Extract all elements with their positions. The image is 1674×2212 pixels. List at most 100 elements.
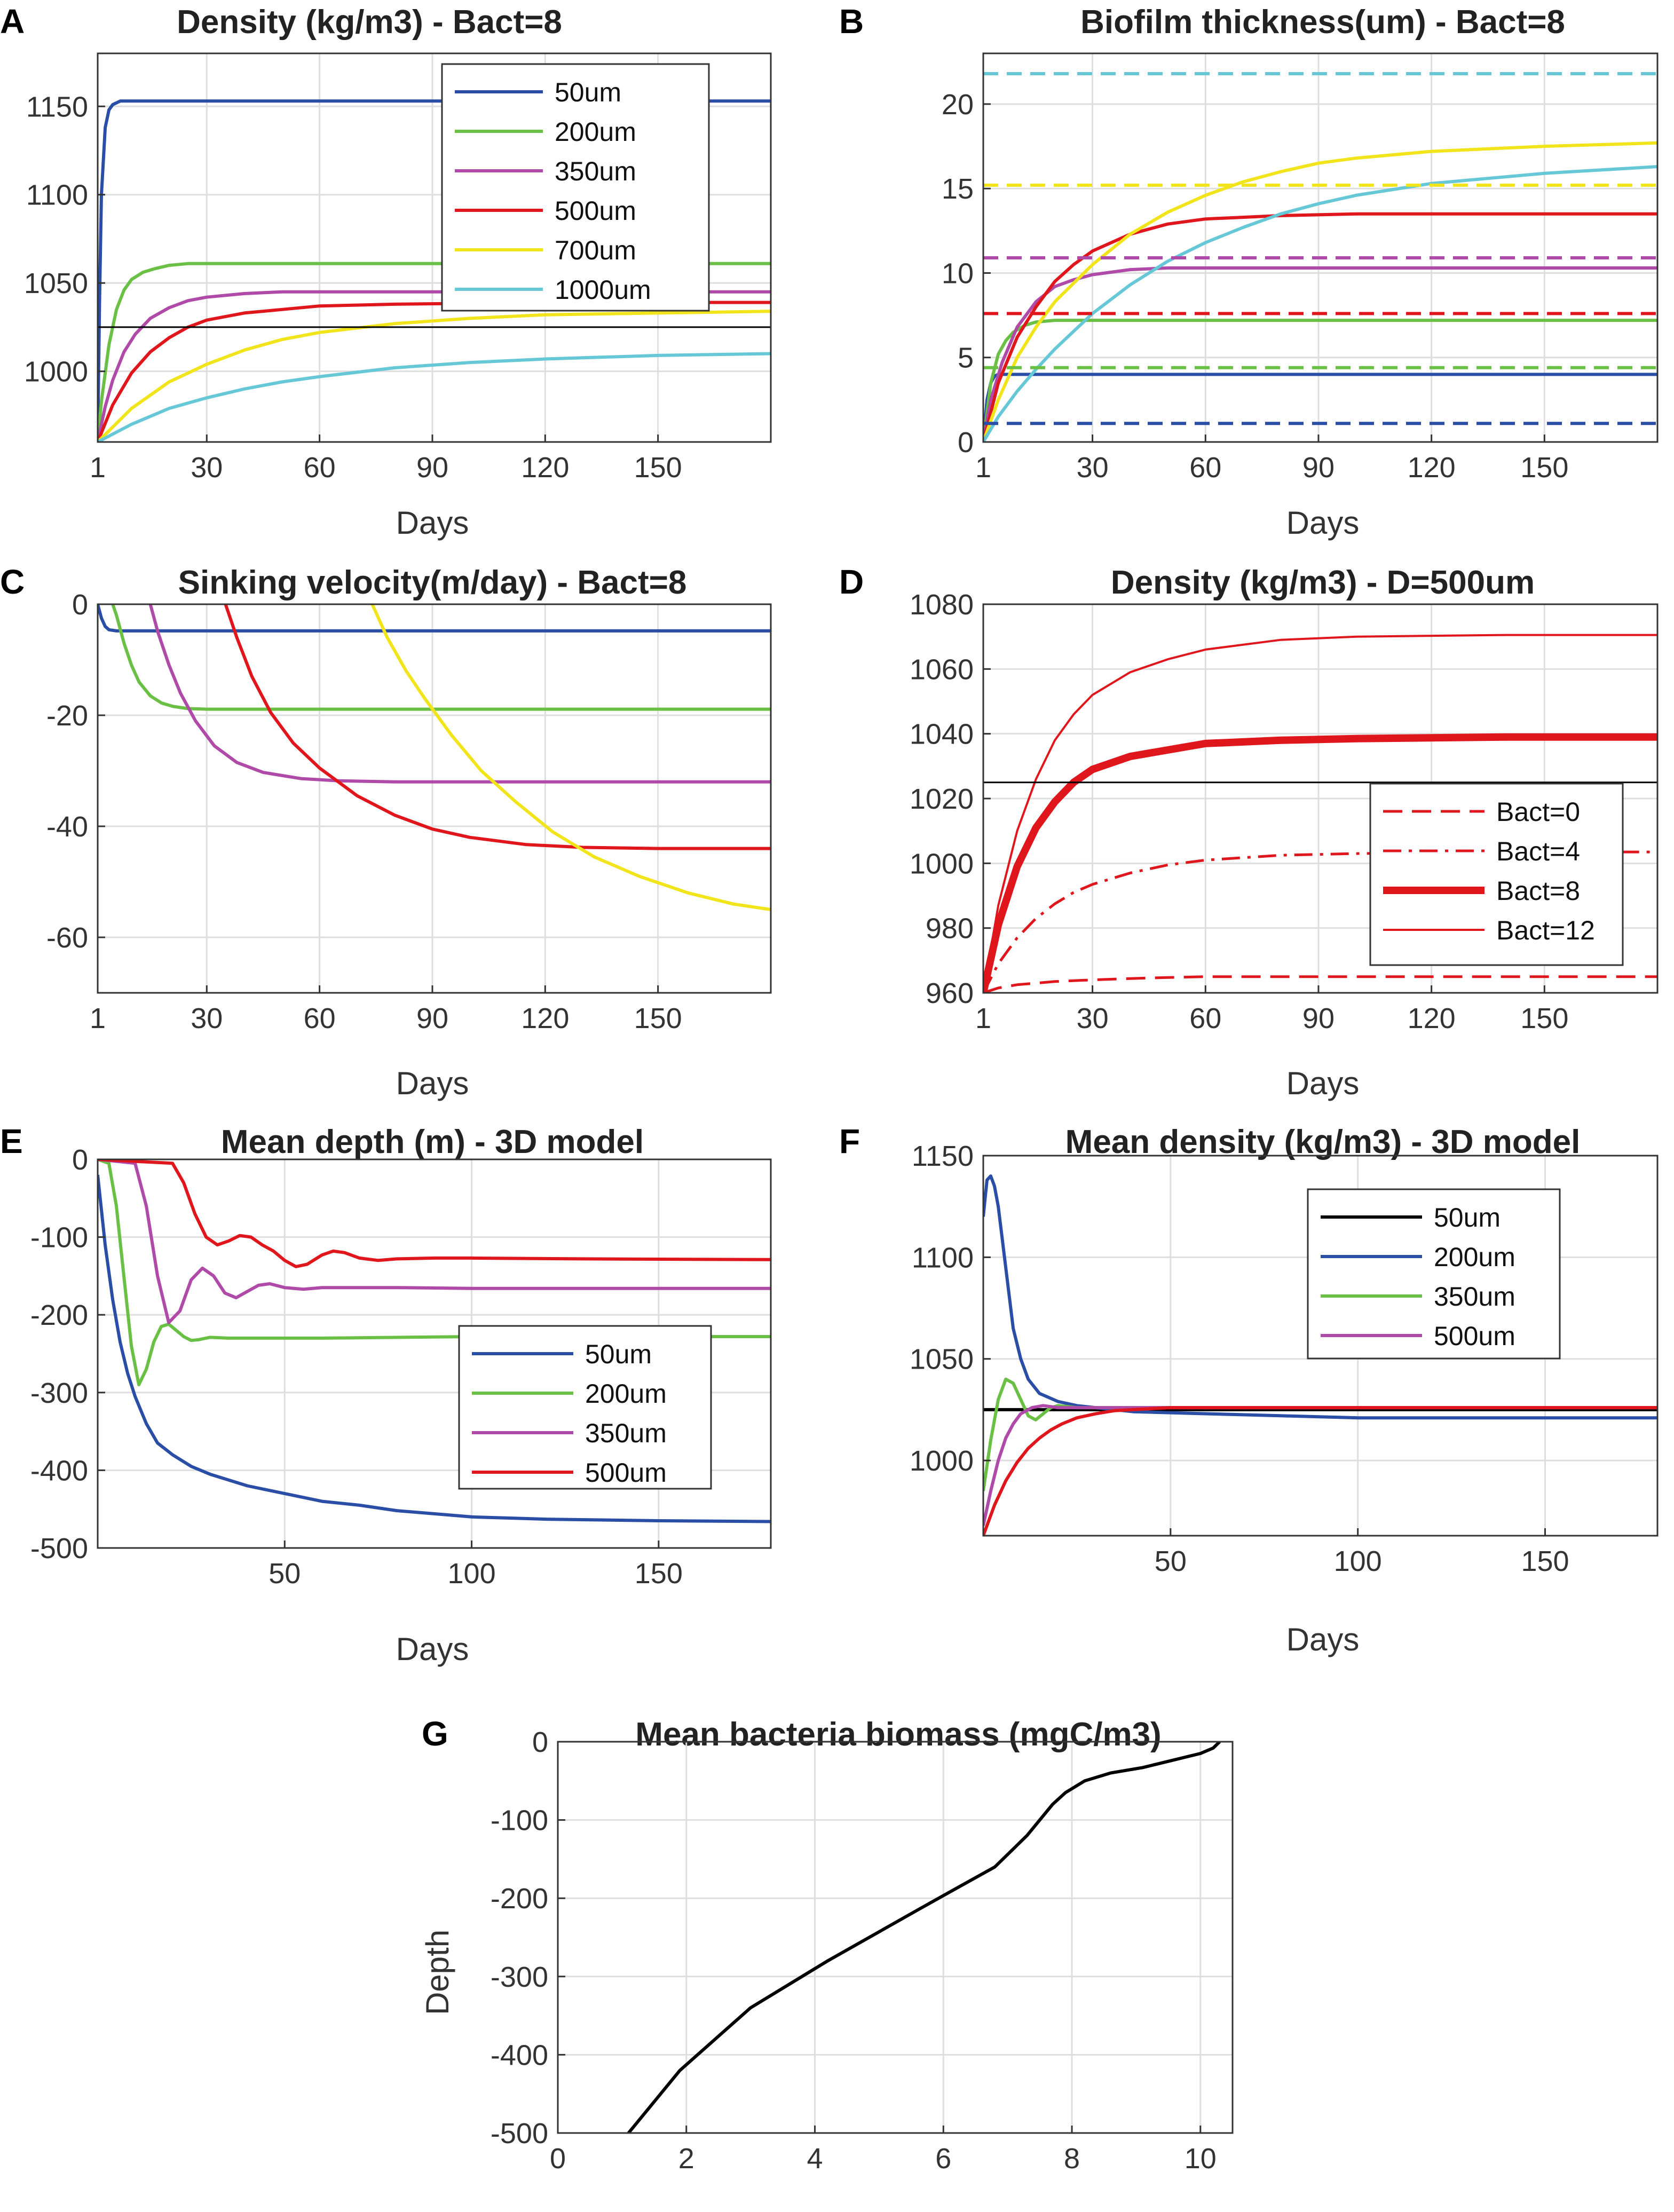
- panel-g-xtick-label: 2: [678, 2143, 694, 2175]
- panel-a-xtick-label: 30: [191, 452, 223, 484]
- panel-d-ytick-label: 1020: [910, 783, 974, 815]
- panel-g-ytick-label: -500: [491, 2118, 548, 2150]
- panel-a-xtick-label: 120: [521, 452, 569, 484]
- panel-f-series-500um: [983, 1404, 1657, 1526]
- panel-g-xtick-label: 8: [1064, 2143, 1080, 2175]
- panel-c-ytick-label: -40: [46, 811, 88, 843]
- panel-g-xtick-label: 10: [1185, 2143, 1217, 2175]
- panel-c-ytick-label: -60: [46, 922, 88, 954]
- panel-b-axes-box: [982, 52, 1659, 443]
- panel-e-legend: 50um 200um 350um 500um: [458, 1325, 712, 1490]
- panel-f-ytick-label: 1150: [912, 1140, 974, 1172]
- panel-d-xtick-label: 150: [1520, 1002, 1568, 1034]
- panel-a-ytick-label: 1050: [24, 267, 88, 299]
- panel-d-xlabel: Days: [1286, 1065, 1360, 1101]
- panel-b-xtick-label: 1: [975, 452, 991, 484]
- panel-a-legend-label: 50um: [555, 77, 621, 107]
- panel-d-xtick-label: 1: [975, 1002, 991, 1034]
- panel-d-ytick-label: 1060: [910, 653, 974, 685]
- panel-b-series-500um: [983, 212, 1657, 442]
- panel-d-legend: Bact=0 Bact=4 Bact=8 Bact=12: [1369, 783, 1624, 966]
- panel-d-series-bact-0: [983, 975, 1657, 993]
- panel-letter-c: C: [0, 563, 25, 601]
- panel-letter-b: B: [839, 2, 864, 41]
- panel-d-legend-label: Bact=4: [1496, 836, 1580, 866]
- panel-f-ytick-label: 1100: [912, 1242, 974, 1274]
- panel-c-series-500um: [224, 604, 771, 850]
- panel-a: A Density (kg/m3) - Bact=8 Days 1 30 60 90 1…: [0, 2, 772, 541]
- panel-g-ytick-label: -300: [491, 1961, 548, 1993]
- panel-e-series-50um: [98, 1174, 771, 1523]
- panel-e-legend-label: 50um: [585, 1339, 652, 1369]
- panel-b-ytick-label: 0: [958, 426, 974, 459]
- panel-e-axes-box: [97, 1158, 772, 1549]
- panel-f-xlabel: Days: [1286, 1622, 1360, 1657]
- panel-a-legend-label: 350um: [555, 156, 636, 186]
- panel-b-ytick-label: 20: [942, 89, 974, 121]
- panel-letter-d: D: [839, 563, 864, 601]
- panel-c-series-350um: [148, 604, 771, 784]
- panel-c-xlabel: Days: [396, 1065, 469, 1101]
- panel-a-legend: 50um 200um 350um 500um 700um 1000um: [441, 63, 710, 312]
- panel-d-series-bact-4: [983, 850, 1657, 993]
- panel-c-xtick-label: 90: [416, 1002, 448, 1034]
- panel-b-ytick-label: 15: [942, 173, 974, 205]
- panel-e-series-500um: [98, 1159, 771, 1268]
- panel-c-series-200um: [111, 604, 771, 711]
- panel-e-xlabel: Days: [396, 1631, 469, 1667]
- panel-a-legend-label: 1000um: [555, 275, 651, 305]
- panel-e-xtick-label: 100: [448, 1558, 496, 1590]
- panel-c-xtick-label: 60: [304, 1002, 336, 1034]
- panel-f-ytick-label: 1050: [910, 1344, 974, 1376]
- panel-a-legend-label: 700um: [555, 235, 636, 265]
- panel-a-xtick-label: 90: [416, 452, 448, 484]
- panel-d-legend-label: Bact=0: [1496, 797, 1580, 827]
- panel-f-ytick-label: 1000: [910, 1445, 974, 1477]
- panel-e-ytick-label: 0: [72, 1144, 88, 1176]
- panel-c-xtick-label: 150: [634, 1002, 682, 1034]
- panel-a-series-500um: [98, 301, 771, 442]
- panel-b-xtick-label: 60: [1189, 452, 1221, 484]
- panel-e-ytick-label: -200: [30, 1299, 88, 1331]
- panel-b-title: Biofilm thickness(um) - Bact=8: [1080, 4, 1565, 41]
- panel-f-legend-label: 350um: [1434, 1282, 1515, 1312]
- panel-b-xtick-label: 120: [1408, 452, 1456, 484]
- panel-a-ytick-label: 1100: [26, 179, 88, 211]
- panel-a-legend-label: 200um: [555, 117, 636, 147]
- panel-f-series-350um: [983, 1377, 1657, 1491]
- panel-d-xtick-label: 90: [1302, 1002, 1335, 1034]
- panel-a-legend-label: 500um: [555, 196, 636, 226]
- panel-d-legend-label: Bact=12: [1496, 915, 1595, 945]
- panel-g-axes-box: [557, 1741, 1234, 2134]
- panel-d-xtick-label: 60: [1189, 1002, 1221, 1034]
- panel-d-ytick-label: 960: [926, 977, 974, 1009]
- panel-letter-g: G: [422, 1715, 448, 1753]
- panel-g-xtick-label: 0: [550, 2143, 566, 2175]
- panel-e-ytick-label: -100: [30, 1222, 88, 1254]
- panel-e-series-350um: [98, 1159, 771, 1324]
- panel-g-ytick-label: -200: [491, 1883, 548, 1915]
- panel-a-series-1000um: [98, 352, 771, 442]
- panel-letter-e: E: [0, 1122, 23, 1160]
- panel-g-xtick-label: 4: [807, 2143, 823, 2175]
- panel-f-series-200um: [983, 1174, 1657, 1420]
- panel-e-title: Mean depth (m) - 3D model: [221, 1124, 644, 1160]
- panel-g-xtick-label: 6: [935, 2143, 951, 2175]
- panel-f-xtick-label: 50: [1155, 1545, 1187, 1577]
- panel-f-xtick-label: 100: [1334, 1545, 1382, 1577]
- panel-a-axes-box: [97, 52, 772, 443]
- panel-g: G Mean bacteria biomass (mgC/m3) Depth 0…: [420, 1715, 1234, 2175]
- panel-d-xtick-label: 30: [1077, 1002, 1109, 1034]
- panel-a-series-200um: [98, 262, 771, 442]
- panel-d-ytick-label: 1040: [910, 718, 974, 750]
- panel-b: B Biofilm thickness(um) - Bact=8 Days 1 3…: [839, 2, 1659, 541]
- panel-a-title: Density (kg/m3) - Bact=8: [177, 4, 562, 41]
- panel-b-series-1000um: [983, 165, 1657, 442]
- panel-c-axes-box: [97, 603, 772, 994]
- panel-d-legend-label: Bact=8: [1496, 876, 1580, 906]
- panel-c-title: Sinking velocity(m/day) - Bact=8: [178, 564, 687, 601]
- panel-a-legend-box: [441, 63, 710, 312]
- panel-e-ytick-label: -500: [30, 1532, 88, 1565]
- panel-e-legend-label: 350um: [585, 1418, 667, 1448]
